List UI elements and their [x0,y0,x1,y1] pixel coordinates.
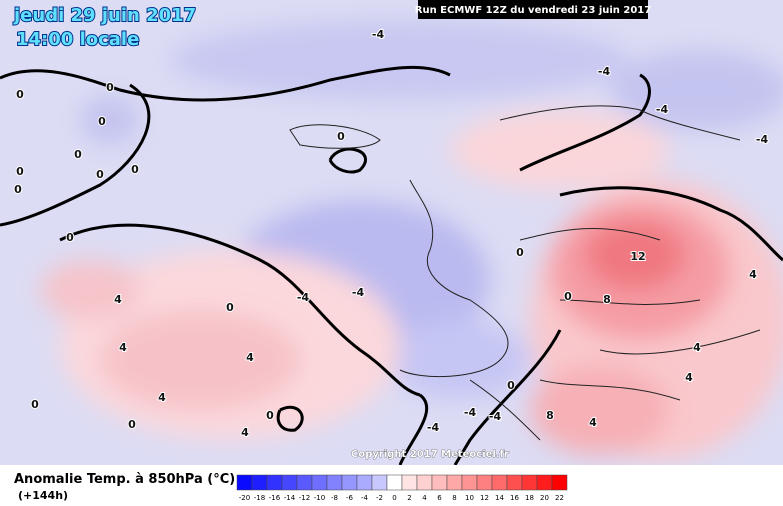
scale-label: -18 [254,494,265,502]
contour-label: -4 [352,286,365,299]
scale-label: 18 [525,494,534,502]
scale-swatch [461,474,478,491]
scale-swatch [431,474,448,491]
contour-label: -4 [297,291,310,304]
scale-swatch [341,474,358,491]
scale-swatch [551,474,568,491]
copyright: Copyright 2017 Meteociel.fr [351,449,509,460]
scale-swatch [416,474,433,491]
scale-swatch [266,474,283,491]
scale-label: 12 [480,494,489,502]
scale-label: -6 [346,494,354,502]
scale-swatch [476,474,493,491]
scale-swatch [296,474,313,491]
contour-label: 0 [226,301,234,314]
contour-label: 12 [630,250,645,263]
scale-swatch [236,474,253,491]
scale-label: 16 [510,494,519,502]
map: -4 -4 -4 -4 0 0 0 0 0 0 0 0 0 0 0 0 0 0 0 0 0 -4 -4 -4 -4 -4 4 4 4 4 4… [0,0,783,466]
contour-label: 0 [564,290,572,303]
legend-title: Anomalie Temp. à 850hPa (°C) [14,472,235,487]
scale-label: 14 [495,494,504,502]
scale-swatch [521,474,538,491]
contour-label: 4 [158,391,166,404]
scale-swatch [251,474,268,491]
scale-swatch [506,474,523,491]
contour-label: -4 [464,406,477,419]
contour-label: 0 [131,163,139,176]
contour-label: 0 [96,168,104,181]
contour-label: 0 [16,165,24,178]
contour-label: 4 [685,371,693,384]
contour-label: 0 [74,148,82,161]
scale-label: -14 [284,494,296,502]
scale-swatch [281,474,298,491]
scale-label: 4 [422,494,427,502]
contour-label: 4 [749,268,757,281]
contour-label: 8 [603,293,611,306]
contour-label: 0 [14,183,22,196]
scale-label: 6 [437,494,442,502]
scale-swatch [356,474,373,491]
scale-label: 0 [392,494,396,502]
contour-label: 0 [266,409,274,422]
contour-label: 0 [16,88,24,101]
contour-label: 4 [246,351,254,364]
scale-label: 2 [407,494,411,502]
scale-swatch [401,474,418,491]
scale-label: 10 [465,494,474,502]
scale-label: -2 [376,494,383,502]
lead-time: (+144h) [18,489,68,502]
contour-label: 4 [589,416,597,429]
scale-swatch [326,474,343,491]
contour-label: -4 [372,28,385,41]
contour-label: 0 [66,231,74,244]
contour-label: 0 [337,130,345,143]
scale-label: -10 [314,494,325,502]
contour-label: 0 [516,246,524,259]
contour-label: 8 [546,409,554,422]
scale-swatch [311,474,328,491]
contour-label: 0 [128,418,136,431]
contour-label: 4 [241,426,249,439]
scale-label: -12 [299,494,310,502]
contour-label: 4 [114,293,122,306]
scale-swatch [371,474,388,491]
time-title: 14:00 locale [16,29,139,50]
scale-swatch [536,474,553,491]
contour-label: -4 [598,65,611,78]
contour-label: 4 [693,341,701,354]
scale-label: 22 [555,494,564,502]
run-info: Run ECMWF 12Z du vendredi 23 juin 2017 [415,5,651,16]
contour-label: 4 [119,341,127,354]
contour-label: -4 [427,421,440,434]
contour-label: -4 [489,410,502,423]
date-title: jeudi 29 juin 2017 [13,5,196,26]
scale-label: -4 [361,494,369,502]
scale-swatch [491,474,508,491]
scale-swatch [386,474,403,491]
scale-label: 8 [452,494,456,502]
run-banner [418,0,648,19]
contour-label: 0 [31,398,39,411]
contour-label: -4 [656,103,669,116]
scale-label: -20 [239,494,250,502]
contour-label: -4 [756,133,769,146]
scale-label: -16 [269,494,281,502]
contour-label: 0 [106,81,114,94]
contour-label: 0 [507,379,515,392]
scale-swatch [446,474,463,491]
contour-label: 0 [98,115,106,128]
scale-label: 20 [540,494,549,502]
scale-label: -8 [331,494,338,502]
